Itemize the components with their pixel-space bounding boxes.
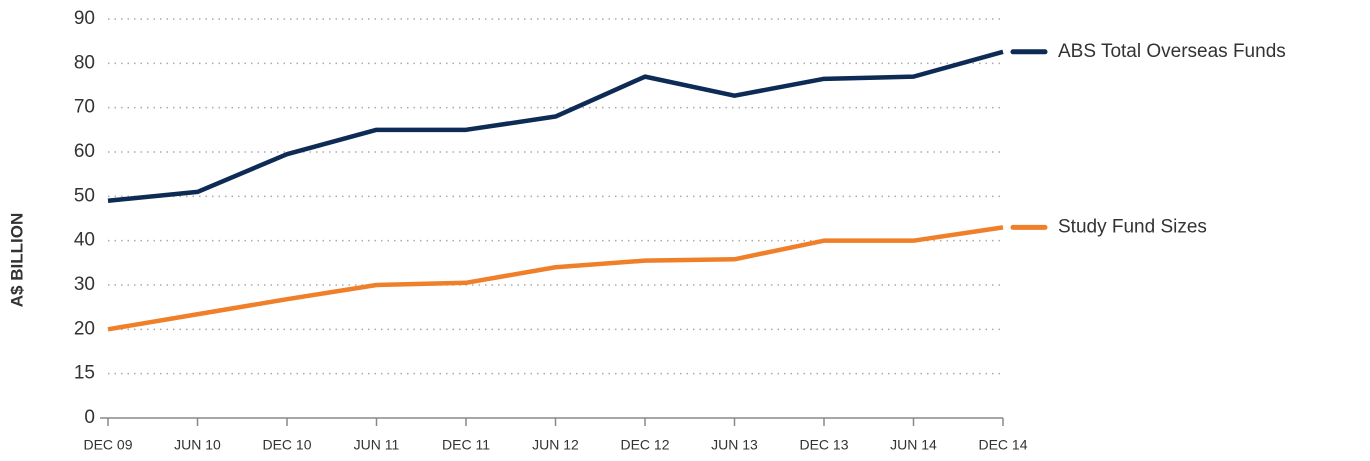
- y-tick-label: 15: [74, 363, 95, 384]
- x-tick-label: DEC 13: [799, 437, 848, 453]
- x-tick-label: DEC 09: [83, 437, 132, 453]
- x-tick-label: DEC 11: [442, 437, 490, 453]
- y-tick-label: 30: [74, 274, 95, 295]
- legend-label: ABS Total Overseas Funds: [1058, 41, 1286, 62]
- y-tick-label: 40: [74, 230, 95, 251]
- x-tick-label: JUN 10: [174, 437, 221, 453]
- x-tick-label: JUN 13: [711, 437, 758, 453]
- y-tick-label: 70: [74, 97, 95, 118]
- x-tick-label: DEC 12: [620, 437, 669, 453]
- x-tick-label: JUN 14: [890, 437, 937, 453]
- y-tick-label: 90: [74, 8, 95, 29]
- x-tick-label: JUN 11: [354, 437, 400, 453]
- y-tick-label: 50: [74, 185, 95, 206]
- y-axis-title: A$ BILLION: [7, 213, 26, 307]
- y-tick-label: 0: [84, 407, 95, 428]
- x-tick-label: JUN 12: [532, 437, 579, 453]
- y-tick-label: 60: [74, 141, 95, 162]
- x-tick-label: DEC 10: [262, 437, 311, 453]
- series-line: [107, 49, 1004, 204]
- y-tick-label: 20: [74, 318, 95, 339]
- legend-label: Study Fund Sizes: [1058, 216, 1207, 237]
- y-tick-label: 80: [74, 52, 95, 73]
- x-tick-label: DEC 14: [978, 437, 1027, 453]
- series-line: [107, 225, 1004, 332]
